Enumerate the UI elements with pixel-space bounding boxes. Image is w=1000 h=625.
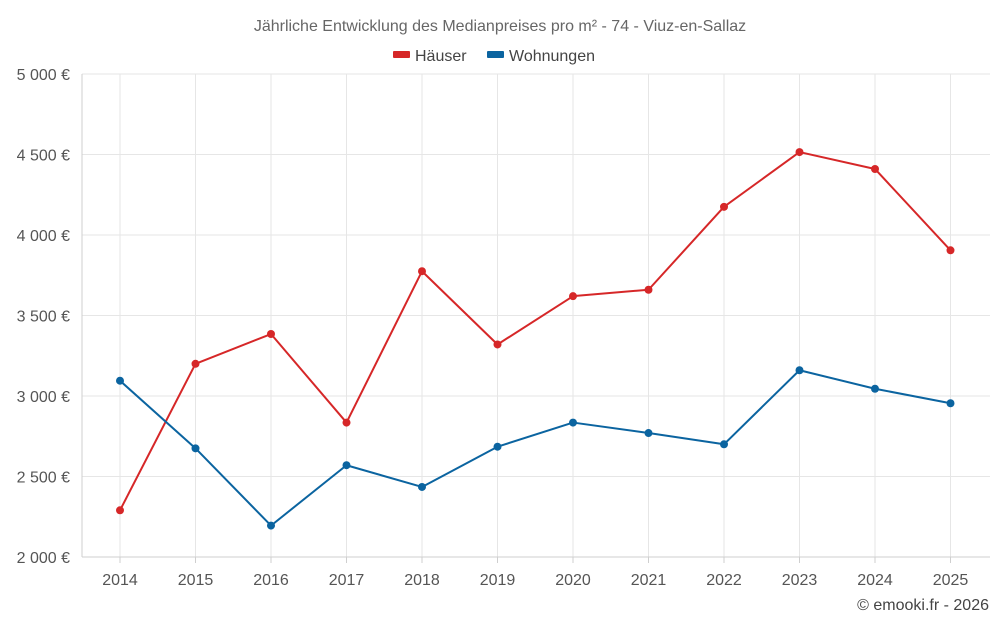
data-point[interactable] — [569, 418, 577, 427]
data-point[interactable] — [720, 202, 728, 211]
legend-label: Wohnungen — [509, 48, 595, 65]
data-point[interactable] — [116, 376, 124, 385]
x-tick-label: 2020 — [555, 572, 591, 589]
y-tick-label: 2 000 € — [17, 550, 70, 567]
y-tick-label: 3 500 € — [17, 309, 70, 326]
x-tick-label: 2023 — [782, 572, 818, 589]
y-tick-label: 4 000 € — [17, 228, 70, 245]
data-point[interactable] — [267, 521, 275, 530]
legend: Häuser Wohnungen — [393, 48, 595, 65]
data-point[interactable] — [342, 418, 351, 427]
data-point[interactable] — [493, 442, 502, 451]
data-point[interactable] — [493, 340, 502, 349]
data-point[interactable] — [191, 359, 200, 368]
y-tick-label: 2 500 € — [17, 470, 70, 487]
data-point[interactable] — [644, 285, 653, 294]
x-tick-label: 2019 — [480, 572, 516, 589]
data-point[interactable] — [116, 506, 124, 515]
y-tick-label: 3 000 € — [17, 389, 70, 406]
data-point[interactable] — [644, 429, 653, 438]
y-axis: 2 000 € 2 500 € 3 000 € 3 500 € 4 000 € 4 500… — [17, 67, 83, 567]
data-point[interactable] — [569, 292, 577, 301]
data-point[interactable] — [795, 148, 804, 157]
x-tick-label: 2015 — [178, 572, 214, 589]
x-tick-label: 2024 — [857, 572, 893, 589]
data-point[interactable] — [191, 444, 200, 453]
y-tick-label: 4 500 € — [17, 148, 70, 165]
x-tick-label: 2025 — [933, 572, 969, 589]
data-point[interactable] — [946, 246, 955, 255]
legend-label: Häuser — [415, 48, 467, 65]
series-line — [119, 369, 951, 527]
x-tick-label: 2022 — [706, 572, 742, 589]
data-point[interactable] — [871, 384, 879, 393]
chart-title: Jährliche Entwicklung des Medianpreises … — [254, 18, 746, 35]
data-point[interactable] — [946, 399, 955, 408]
x-tick-label: 2017 — [329, 572, 365, 589]
data-point[interactable] — [267, 330, 275, 339]
x-tick-label: 2018 — [404, 572, 440, 589]
x-tick-label: 2016 — [253, 572, 289, 589]
grid — [82, 73, 990, 558]
y-tick-label: 5 000 € — [17, 67, 70, 84]
series-wohnungen — [116, 366, 955, 530]
data-point[interactable] — [418, 482, 426, 491]
legend-item[interactable]: Wohnungen — [487, 48, 595, 65]
x-tick-label: 2021 — [631, 572, 667, 589]
legend-swatch — [393, 51, 410, 58]
copyright-text: © emooki.fr - 2026 — [857, 597, 989, 614]
data-point[interactable] — [342, 461, 351, 470]
series-line — [119, 151, 952, 511]
x-axis: 2014 2015 2016 2017 2018 2019 2020 2021 2022 2023… — [82, 556, 990, 589]
data-point[interactable] — [871, 164, 879, 173]
series-layer — [116, 148, 955, 530]
legend-item[interactable]: Häuser — [393, 48, 467, 65]
x-tick-label: 2014 — [102, 572, 138, 589]
series-h-user — [116, 148, 955, 515]
data-point[interactable] — [418, 267, 426, 276]
data-point[interactable] — [720, 440, 728, 449]
legend-swatch — [487, 51, 504, 58]
data-point[interactable] — [795, 366, 804, 375]
